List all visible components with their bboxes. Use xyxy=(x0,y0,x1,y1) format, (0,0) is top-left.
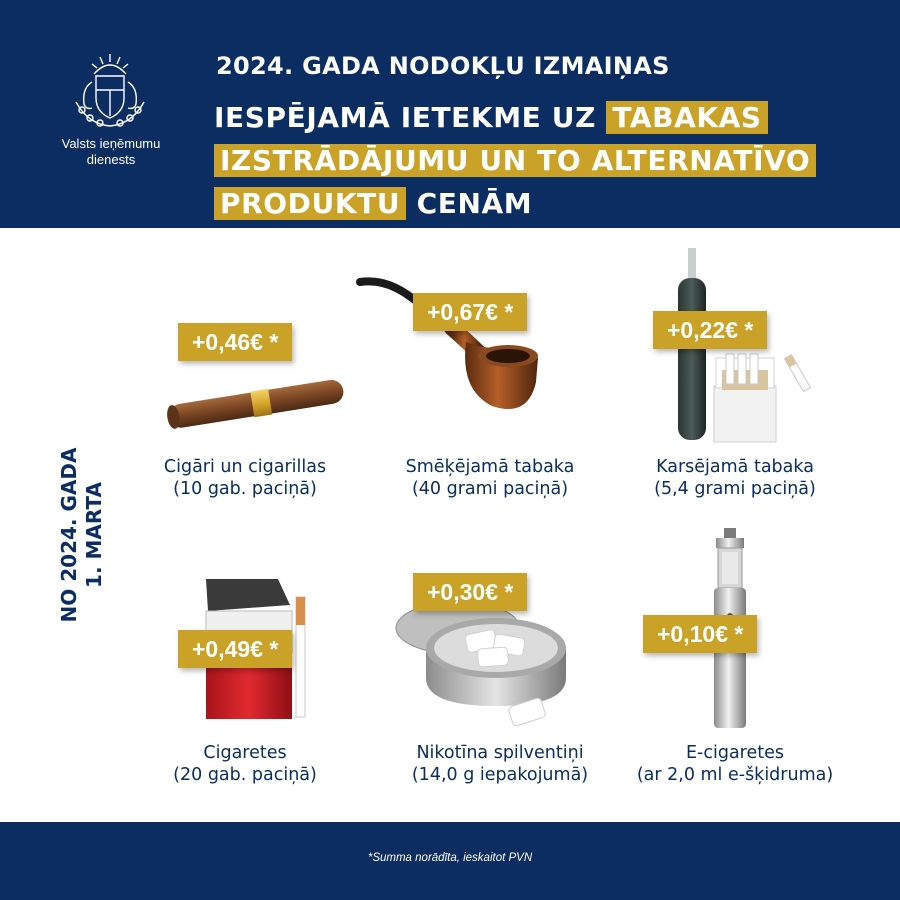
footer-banner xyxy=(0,822,900,900)
product-label-heated-tobacco: Karsējamā tabaka (5,4 grami paciņā) xyxy=(615,456,855,500)
org-name-line2: dienests xyxy=(86,152,136,167)
coat-of-arms-icon xyxy=(75,54,145,127)
product-detail-cigarettes: (20 gab. paciņā) xyxy=(173,765,317,785)
cigar-icon xyxy=(167,379,344,429)
nicotine-pouch-icon xyxy=(395,601,566,727)
price-badge-pipe-tobacco: +0,67€ * xyxy=(413,293,528,331)
product-name-pipe-tobacco: Smēķējamā tabaka xyxy=(405,457,575,477)
price-badge-e-cigarettes: +0,10€ * xyxy=(643,615,758,653)
product-name-heated-tobacco: Karsējamā tabaka xyxy=(656,457,814,477)
product-name-cigarettes: Cigaretes xyxy=(203,743,287,763)
product-detail-pipe-tobacco: (40 grami paciņā) xyxy=(411,479,569,499)
price-badge-cigars: +0,46€ * xyxy=(178,323,293,361)
price-badge-nicotine-pouches: +0,30€ * xyxy=(413,573,528,611)
vid-logo: Valsts ieņēmumu dienests xyxy=(56,48,166,168)
page-title: 2024. GADA NODOKĻU IZMAIŅAS xyxy=(216,52,670,80)
subtitle-part1: IESPĒJAMĀ IETEKME UZ xyxy=(214,101,596,134)
org-name: Valsts ieņēmumu dienests xyxy=(56,136,166,168)
subtitle-highlight-3: PRODUKTU xyxy=(214,187,407,220)
product-label-e-cigarettes: E-cigaretes (ar 2,0 ml e-šķidruma) xyxy=(615,742,855,786)
header-banner: Valsts ieņēmumu dienests 2024. GADA NODO… xyxy=(0,0,900,228)
footnote: *Summa norādīta, ieskaitot PVN xyxy=(367,852,533,864)
subtitle-highlight-2: IZSTRĀDĀJUMU UN TO ALTERNATĪVO xyxy=(214,144,817,177)
product-label-cigars: Cigāri un cigarillas (10 gab. paciņā) xyxy=(125,456,365,500)
product-label-nicotine-pouches: Nikotīna spilventiņi (14,0 g iepakojumā) xyxy=(380,742,620,786)
product-label-pipe-tobacco: Smēķējamā tabaka (40 grami paciņā) xyxy=(370,456,610,500)
price-badge-heated-tobacco: +0,22€ * xyxy=(653,311,768,349)
product-label-cigarettes: Cigaretes (20 gab. paciņā) xyxy=(125,742,365,786)
product-detail-e-cigarettes: (ar 2,0 ml e-šķidruma) xyxy=(636,765,834,785)
product-detail-heated-tobacco: (5,4 grami paciņā) xyxy=(654,479,816,499)
product-detail-nicotine-pouches: (14,0 g iepakojumā) xyxy=(411,765,589,785)
subtitle-highlight-1: TABAKAS xyxy=(606,101,768,134)
price-badge-cigarettes: +0,49€ * xyxy=(178,630,293,668)
effective-date-line2: 1. MARTA xyxy=(82,482,106,588)
product-detail-cigars: (10 gab. paciņā) xyxy=(173,479,317,499)
product-name-cigars: Cigāri un cigarillas xyxy=(163,457,327,477)
org-name-line1: Valsts ieņēmumu xyxy=(61,136,161,151)
product-name-e-cigarettes: E-cigaretes xyxy=(685,743,784,763)
subtitle-part2: CENĀM xyxy=(416,187,533,220)
pipe-icon xyxy=(356,277,538,409)
effective-date-line1: NO 2024. GADA xyxy=(57,447,81,623)
page-subtitle: IESPĒJAMĀ IETEKME UZ TABAKAS IZSTRĀDĀJUM… xyxy=(214,96,894,225)
effective-date-label: NO 2024. GADA 1. MARTA xyxy=(57,448,107,623)
product-name-nicotine-pouches: Nikotīna spilventiņi xyxy=(416,743,584,763)
